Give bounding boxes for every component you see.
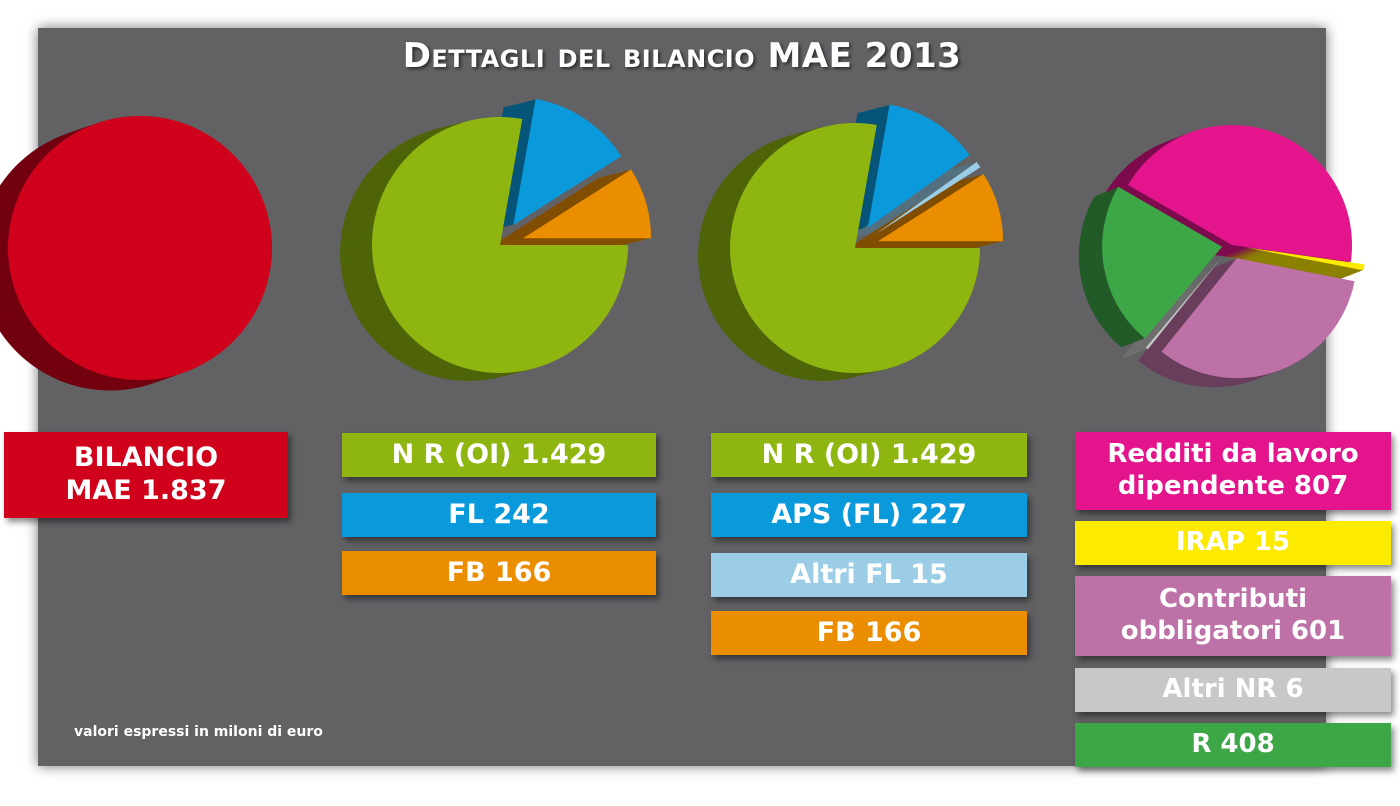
pie-slice-n-r-oi [730,123,980,373]
label-c2-fb-166: FB 166 [342,551,656,595]
label-c4-altri-nr-6: Altri NR 6 [1075,668,1391,712]
pie-chart-4 [1078,124,1365,388]
pie-slice-fb [878,174,1004,242]
slice-depth [1142,257,1220,351]
pie-slice-contributi-obbligatori [1161,258,1355,379]
pie-slice-altri-fl [874,162,981,235]
slice-depth [1231,252,1351,277]
slice-depth [1144,256,1222,350]
slice-depth [1135,260,1213,354]
pie-slice-fb [523,169,652,239]
label-c2-fl-242: FL 242 [342,493,656,537]
slice-depth [1133,260,1211,355]
pie-slice-r [1102,186,1223,339]
label-c4-redditi-da-lavoro-dipendente-807: Redditi da lavoro dipendente 807 [1075,432,1391,510]
slice-depth [1226,255,1345,279]
slice-depth [1236,250,1356,274]
pie-chart-2 [339,99,652,381]
pie-slice-redditi-da-lavoro-dipendente [1128,124,1352,263]
pie-slice-irap [1245,247,1365,271]
slice-depth [1235,251,1354,275]
slice-depth [1229,253,1349,277]
label-c3-fb-166: FB 166 [711,611,1027,655]
pie-chart-3 [698,104,1004,382]
slice-depth [1140,257,1218,352]
slice-depth [1227,254,1347,278]
slice-depth [1244,248,1363,272]
units-note: valori espressi in miloni di euro [74,724,323,740]
label-c4-irap-15: IRAP 15 [1075,521,1391,565]
slice-depth [1238,250,1358,274]
label-c3-n-r-oi-1-429: N R (OI) 1.429 [711,433,1027,477]
chart-title: Dettagli del bilancio MAE 2013 [402,36,962,76]
pie-slice-altri-nr [1145,255,1224,350]
pie-chart-1 [0,116,272,391]
slice-depth [1233,252,1352,276]
label-c3-aps-fl-227: APS (FL) 227 [711,493,1027,537]
slice-depth [1242,248,1361,272]
slice-depth [1136,259,1215,353]
label-c4-contributi-obbligatori-601: Contributi obbligatori 601 [1075,576,1391,656]
slice-depth [1240,249,1360,273]
pie-slice-aps-fl [867,104,970,228]
pie-slice-fl [513,99,622,226]
pie-slice-n-r-oi [372,117,628,373]
label-c3-altri-fl-15: Altri FL 15 [711,553,1027,597]
pie-slice-bilancio-mae [8,116,272,380]
label-c4-r-408: R 408 [1075,723,1391,767]
label-c2-n-r-oi-1-429: N R (OI) 1.429 [342,433,656,477]
label-bilancio: BILANCIO MAE 1.837 [4,432,288,518]
slice-depth [1138,258,1216,353]
